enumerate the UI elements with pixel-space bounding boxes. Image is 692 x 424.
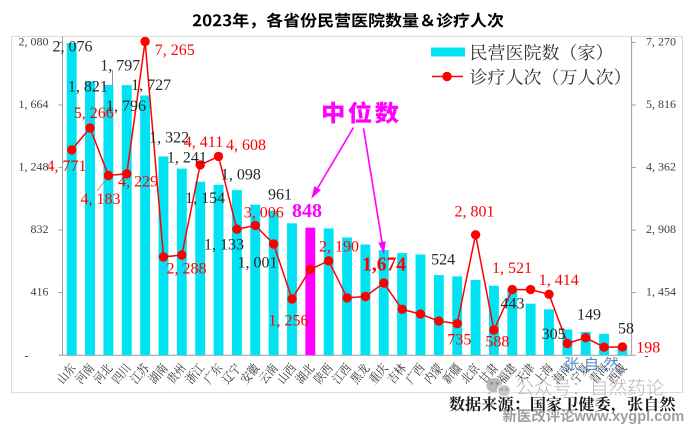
- svg-text:198: 198: [636, 340, 660, 357]
- svg-text:1, 797: 1, 797: [100, 57, 140, 74]
- svg-text:2, 908: 2, 908: [646, 222, 676, 236]
- svg-text:4, 362: 4, 362: [646, 159, 676, 173]
- svg-text:1, 248: 1, 248: [19, 159, 49, 173]
- svg-text:848: 848: [292, 200, 322, 222]
- svg-text:1, 098: 1, 098: [221, 166, 261, 183]
- svg-text:1,674: 1,674: [362, 254, 406, 275]
- svg-text:www.xygpl.com: www.xygpl.com: [574, 409, 685, 424]
- svg-text:-: -: [25, 348, 29, 362]
- svg-text:2, 080: 2, 080: [19, 34, 49, 48]
- svg-text:1, 241: 1, 241: [167, 150, 207, 167]
- svg-text:2, 190: 2, 190: [319, 239, 359, 256]
- svg-text:4, 183: 4, 183: [81, 191, 121, 208]
- svg-text:832: 832: [31, 222, 49, 236]
- svg-text:4, 229: 4, 229: [118, 174, 158, 191]
- svg-text:443: 443: [501, 296, 525, 313]
- svg-text:149: 149: [577, 307, 601, 324]
- svg-text:1, 322: 1, 322: [149, 130, 189, 147]
- svg-text:588: 588: [485, 334, 509, 351]
- svg-text:1, 454: 1, 454: [646, 284, 676, 298]
- svg-text:961: 961: [268, 187, 292, 204]
- svg-text:2, 076: 2, 076: [53, 39, 93, 56]
- svg-text:3, 006: 3, 006: [244, 205, 284, 222]
- svg-text:2, 288: 2, 288: [167, 261, 207, 278]
- svg-text:735: 735: [447, 332, 471, 349]
- svg-text:1, 727: 1, 727: [131, 77, 171, 94]
- svg-text:1, 133: 1, 133: [204, 237, 244, 254]
- svg-text:4, 608: 4, 608: [226, 137, 266, 154]
- svg-text:7, 265: 7, 265: [155, 42, 195, 59]
- svg-text:1, 796: 1, 796: [106, 98, 146, 115]
- svg-text:1, 821: 1, 821: [68, 79, 108, 96]
- svg-text:5, 266: 5, 266: [74, 105, 114, 122]
- svg-text:4, 771: 4, 771: [47, 158, 87, 175]
- svg-text:416: 416: [31, 284, 49, 298]
- svg-text:-: -: [645, 348, 649, 362]
- svg-text:1, 154: 1, 154: [185, 190, 225, 207]
- svg-text:1, 664: 1, 664: [19, 97, 49, 111]
- svg-text:4, 411: 4, 411: [184, 134, 223, 151]
- svg-text:524: 524: [431, 252, 455, 269]
- svg-text:5, 816: 5, 816: [646, 97, 676, 111]
- svg-text:2, 801: 2, 801: [455, 204, 495, 221]
- svg-text:1, 521: 1, 521: [492, 260, 532, 277]
- svg-text:1, 256: 1, 256: [269, 313, 309, 330]
- svg-text:7, 270: 7, 270: [646, 34, 676, 48]
- svg-text:1, 414: 1, 414: [539, 272, 579, 289]
- svg-text:58: 58: [618, 321, 634, 338]
- svg-text:305: 305: [542, 326, 566, 343]
- svg-text:1, 001: 1, 001: [238, 255, 278, 272]
